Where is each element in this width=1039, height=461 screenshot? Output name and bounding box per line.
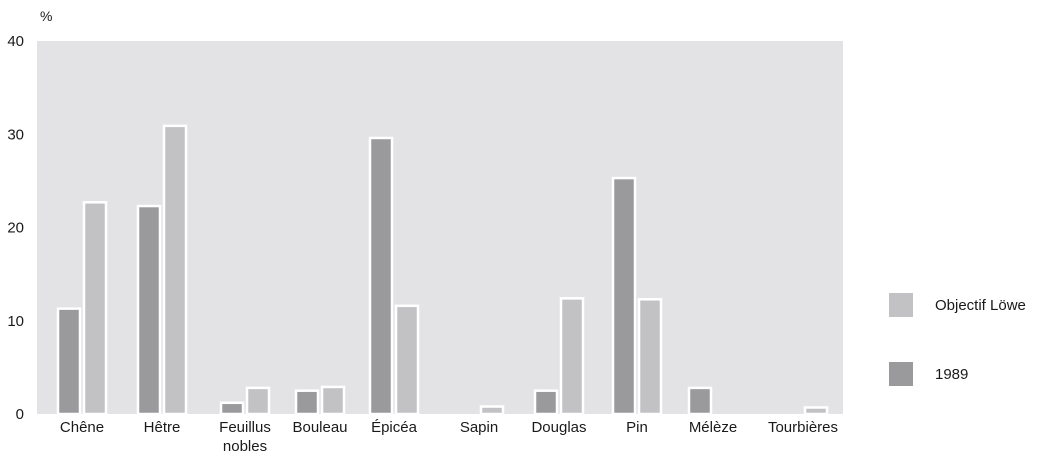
bar-objectif: [559, 297, 585, 416]
y-tick-label: 40: [7, 33, 24, 50]
x-axis: Chêne Hêtre Feuillus nobles Bouleau Épicéa Sap…: [60, 419, 838, 455]
bar-1989: [136, 204, 162, 416]
bars: [56, 124, 829, 416]
bar-1989: [687, 386, 713, 416]
x-category-label: Mélèze: [689, 419, 737, 436]
x-category-label: Chêne: [60, 419, 104, 436]
x-category-label: Pin: [626, 419, 648, 436]
bar-objectif: [479, 405, 505, 416]
bar-objectif: [637, 298, 663, 416]
bar-1989: [533, 389, 559, 416]
x-category-label: Sapin: [460, 419, 498, 436]
bar-1989: [368, 136, 394, 416]
legend-label: 1989: [935, 366, 968, 383]
legend: Objectif Löwe 1989: [889, 293, 1026, 386]
bar-objectif: [82, 201, 108, 416]
y-tick-label: 30: [7, 126, 24, 143]
x-category-label: Feuillus nobles: [219, 419, 271, 455]
x-category-label: Douglas: [531, 419, 586, 436]
y-axis: 0 10 20 30 40: [7, 33, 24, 423]
x-category-label: Bouleau: [292, 419, 347, 436]
y-axis-unit-label: %: [40, 8, 52, 24]
x-category-label: Tourbières: [768, 419, 838, 436]
bar-objectif: [394, 304, 420, 416]
legend-label: Objectif Löwe: [935, 297, 1026, 314]
bar-objectif: [162, 124, 188, 416]
bar-1989: [219, 401, 245, 416]
bar-objectif: [320, 385, 346, 416]
legend-swatch: [889, 293, 913, 317]
legend-swatch: [889, 362, 913, 386]
bar-1989: [56, 307, 82, 416]
x-category-label: Hêtre: [144, 419, 181, 436]
bar-objectif: [245, 386, 271, 416]
y-tick-label: 0: [16, 406, 24, 423]
bar-1989: [294, 389, 320, 416]
bar-1989: [611, 176, 637, 416]
bar-objectif: [803, 406, 829, 416]
y-tick-label: 20: [7, 220, 24, 237]
y-tick-label: 10: [7, 313, 24, 330]
x-category-label: Épicéa: [371, 419, 418, 436]
